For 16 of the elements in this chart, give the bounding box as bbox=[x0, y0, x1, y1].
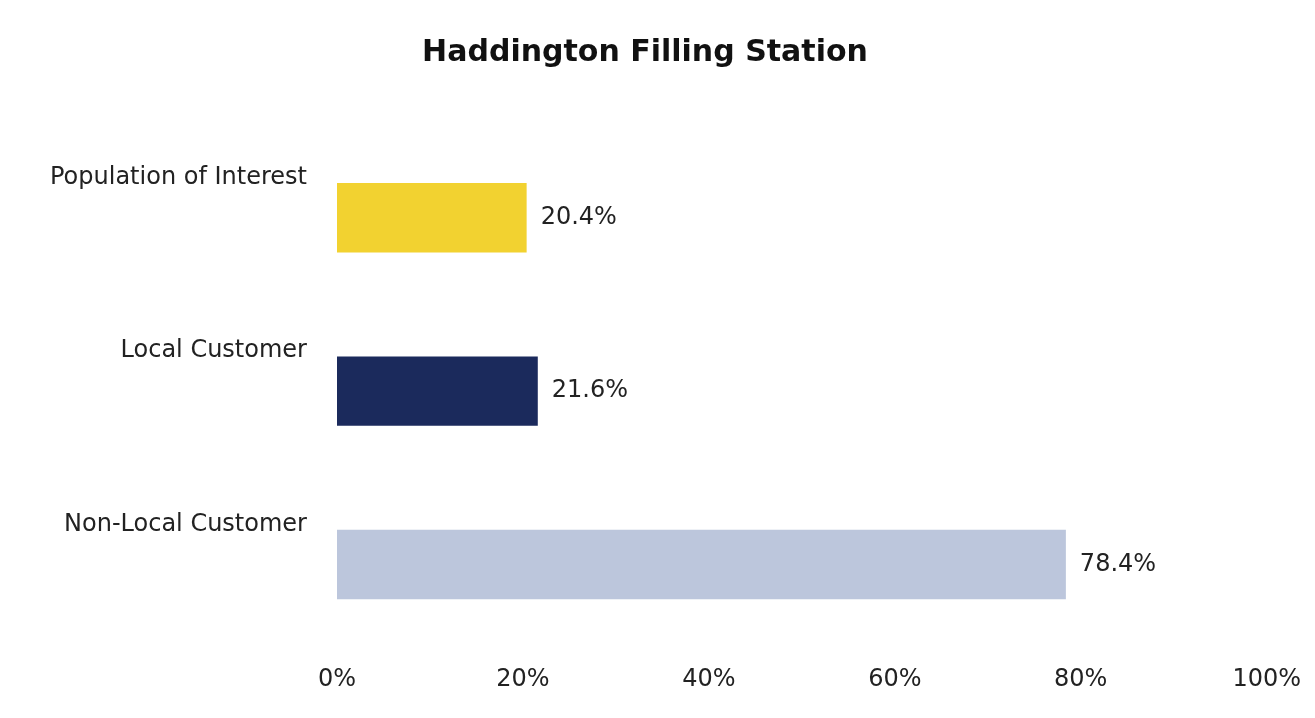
data-label: 78.4% bbox=[1079, 548, 1157, 577]
y-tick-label: Population of Interest bbox=[50, 161, 307, 190]
y-tick-label: Local Customer bbox=[120, 335, 308, 364]
bar bbox=[336, 183, 527, 253]
x-tick-label: 0% bbox=[317, 663, 357, 692]
bar bbox=[336, 529, 1066, 600]
data-label: 20.4% bbox=[540, 201, 617, 230]
y-tick-label: Non-Local Customer bbox=[64, 508, 308, 537]
x-tick-label: 80% bbox=[1054, 663, 1108, 692]
chart-title: Haddington Filling Station bbox=[422, 32, 868, 68]
x-tick-label: 20% bbox=[496, 663, 550, 692]
x-tick-label: 60% bbox=[868, 663, 922, 692]
x-tick-label: 40% bbox=[682, 663, 736, 692]
bar bbox=[336, 356, 538, 426]
x-tick-label: 100% bbox=[1232, 663, 1302, 692]
data-label: 21.6% bbox=[551, 375, 629, 404]
